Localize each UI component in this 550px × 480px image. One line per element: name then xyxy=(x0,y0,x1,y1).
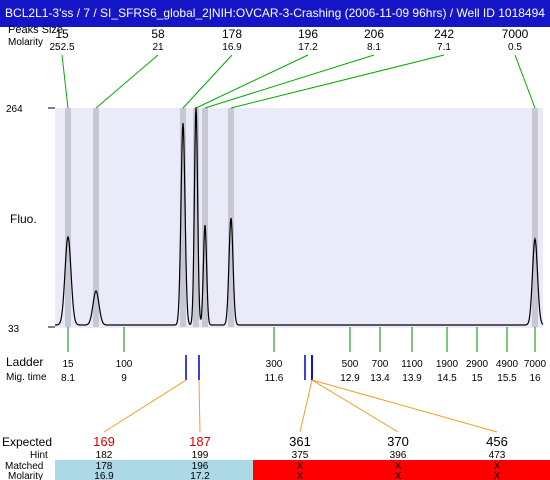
peak-molarity-label: 16.9 xyxy=(222,42,242,53)
hint-label: 396 xyxy=(390,450,407,461)
matched-molarity-label: 17.2 xyxy=(190,471,210,480)
expected-connector xyxy=(198,379,201,433)
peak-band xyxy=(202,108,208,327)
peak-size-label: 242 xyxy=(434,27,454,41)
plot-area xyxy=(55,108,543,328)
ladder-size-label: 1900 xyxy=(436,359,459,370)
y-min-label: 33 xyxy=(8,324,20,335)
expected-size-label: 187 xyxy=(189,434,211,449)
peak-molarity-label: 17.2 xyxy=(298,42,318,53)
peak-band xyxy=(93,108,99,327)
peaks-size-header: Peaks Size xyxy=(8,24,63,36)
peak-band xyxy=(228,108,234,327)
ladder-size-label: 500 xyxy=(342,359,359,370)
sample-title: BCL2L1-3'ss / 7 / SI_SFRS6_global_2|NIH:… xyxy=(0,0,550,27)
peak-size-label: 196 xyxy=(298,27,318,41)
expected-connector xyxy=(311,379,498,433)
molarity-bottom-header: Molarity xyxy=(8,471,43,480)
hint-header: Hint xyxy=(30,450,48,461)
mig-time-header: Mig. time xyxy=(6,372,47,383)
peak-connector xyxy=(95,54,159,109)
matched-size-label: 196 xyxy=(192,461,209,472)
peak-connector xyxy=(182,54,233,109)
ladder-time-label: 9 xyxy=(121,373,127,384)
peak-molarity-label: 7.1 xyxy=(437,42,451,53)
y-axis-label: Fluo. xyxy=(10,212,37,226)
hint-label: 182 xyxy=(96,450,113,461)
ladder-time-label: 13.4 xyxy=(370,373,390,384)
matched-molarity-label: X xyxy=(395,471,402,480)
matched-molarity-label: 16.9 xyxy=(94,471,114,480)
matched-header: Matched xyxy=(5,461,43,472)
peak-molarity-label: 21 xyxy=(152,42,164,53)
peak-band xyxy=(193,108,199,327)
expected-size-label: 370 xyxy=(387,434,409,449)
ladder-size-label: 700 xyxy=(372,359,389,370)
matched-molarity-label: X xyxy=(297,471,304,480)
peak-molarity-label: 0.5 xyxy=(508,42,522,53)
ladder-time-label: 12.9 xyxy=(340,373,360,384)
peak-connector xyxy=(204,54,375,109)
ladder-row: 15 8.1 100 9 300 11.6 500 12.9 700 13.4 1100 13.9 19… xyxy=(61,327,547,384)
expected-size-label: 361 xyxy=(289,434,311,449)
peak-molarity-label: 252.5 xyxy=(49,42,74,53)
matched-size-label: X xyxy=(297,461,304,472)
expected-size-label: 169 xyxy=(93,434,115,449)
peak-band xyxy=(65,108,71,327)
peak-bands xyxy=(65,108,538,327)
ladder-size-label: 100 xyxy=(116,359,133,370)
matched-molarity-label: X xyxy=(494,471,501,480)
ladder-time-label: 14.5 xyxy=(437,373,457,384)
ladder-time-label: 13.9 xyxy=(402,373,422,384)
ladder-size-label: 15 xyxy=(62,359,74,370)
expected-connector xyxy=(311,379,399,433)
peak-size-label: 58 xyxy=(151,27,165,41)
expected-header: Expected xyxy=(2,435,52,449)
expected-row: 16918217816.918719919617.2361375XX370396… xyxy=(93,355,508,480)
expected-size-label: 456 xyxy=(486,434,508,449)
hint-label: 375 xyxy=(292,450,309,461)
expected-connector xyxy=(103,379,187,433)
peak-connector xyxy=(230,54,445,109)
peak-connector xyxy=(514,54,536,109)
ladder-time-label: 11.6 xyxy=(265,373,284,384)
peak-band xyxy=(532,108,538,327)
missing-region xyxy=(253,460,550,480)
y-max-label: 264 xyxy=(6,104,23,115)
matched-region xyxy=(55,460,253,480)
hint-label: 199 xyxy=(192,450,209,461)
ladder-size-label: 2900 xyxy=(466,359,489,370)
hint-label: 473 xyxy=(489,450,506,461)
fluorescence-trace xyxy=(55,106,544,326)
ladder-time-label: 8.1 xyxy=(61,373,75,384)
peak-molarity-label: 8.1 xyxy=(367,42,381,53)
peak-size-label: 15 xyxy=(55,27,69,41)
peak-size-label: 206 xyxy=(364,27,384,41)
peak-band xyxy=(180,108,186,327)
matched-size-label: 178 xyxy=(96,461,113,472)
matched-size-label: X xyxy=(395,461,402,472)
peak-connector xyxy=(61,54,69,109)
ladder-header: Ladder xyxy=(6,355,43,369)
expected-connector xyxy=(299,379,313,433)
ladder-time-label: 15 xyxy=(471,373,483,384)
ladder-time-label: 16 xyxy=(529,373,541,384)
ladder-size-label: 7000 xyxy=(524,359,547,370)
matched-size-label: X xyxy=(494,461,501,472)
peak-size-label: 178 xyxy=(222,27,242,41)
peak-size-label: 7000 xyxy=(502,27,529,41)
peak-connector xyxy=(195,54,309,109)
ladder-size-label: 300 xyxy=(266,359,283,370)
ladder-time-label: 15.5 xyxy=(497,373,517,384)
ladder-size-label: 1100 xyxy=(401,359,423,370)
ladder-size-label: 4900 xyxy=(496,359,519,370)
molarity-header: Molarity xyxy=(8,37,43,48)
